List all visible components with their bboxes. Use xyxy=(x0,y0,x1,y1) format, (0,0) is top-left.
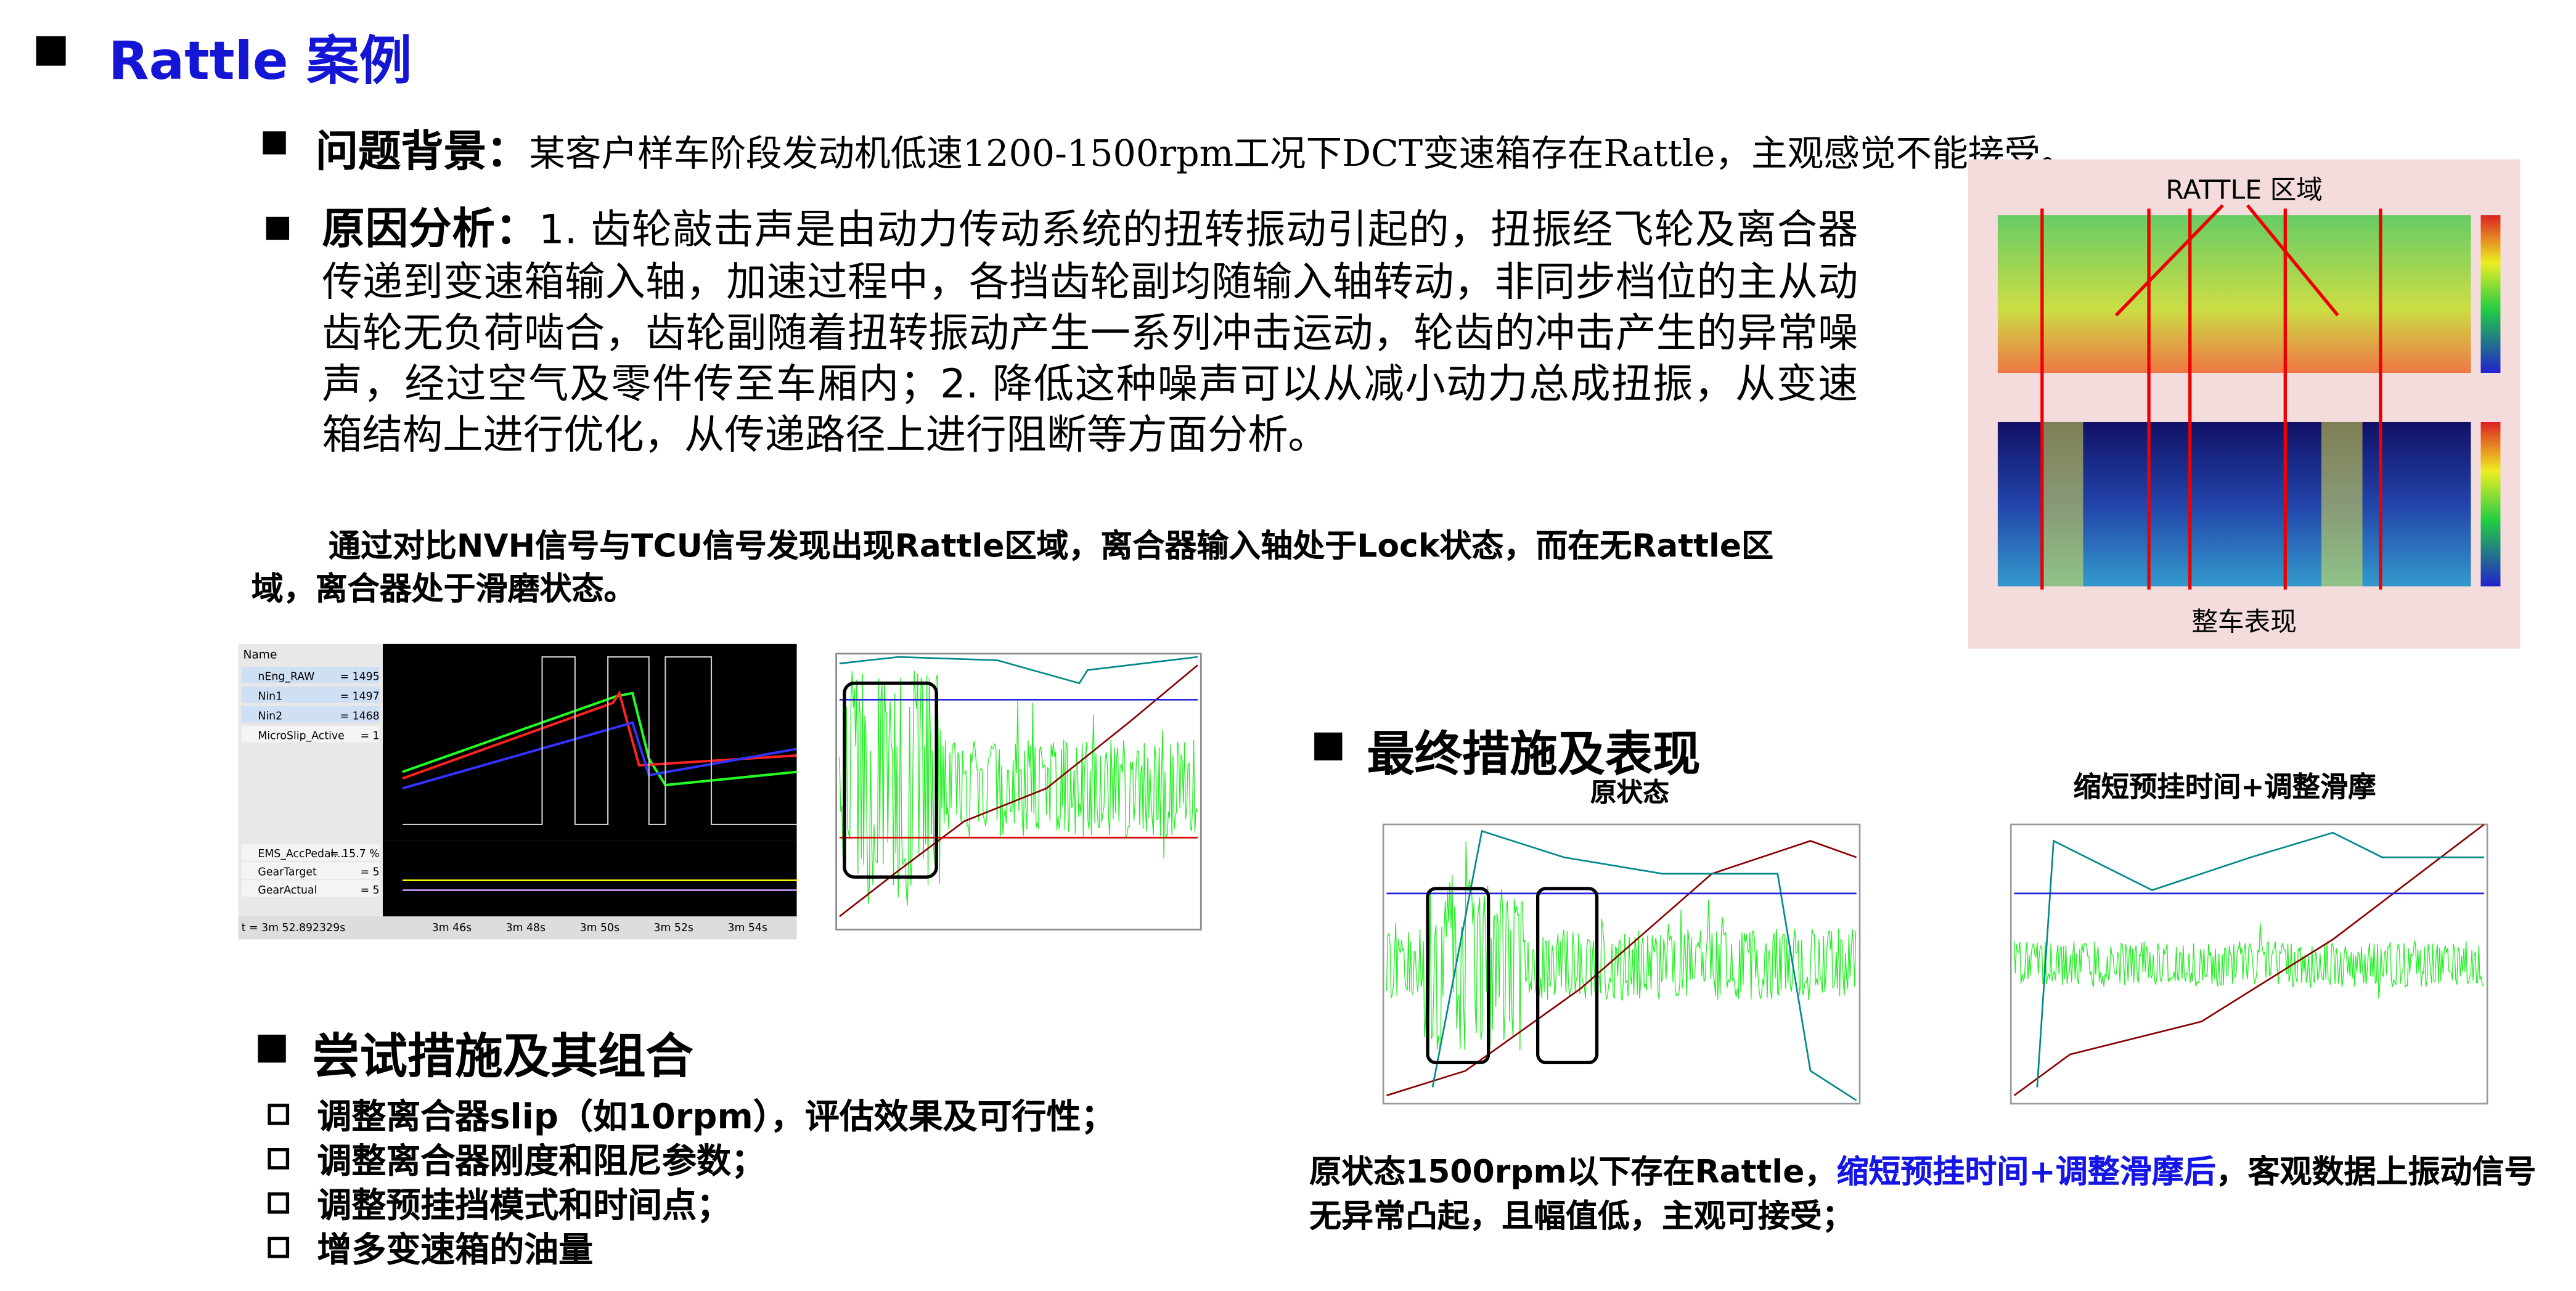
hollow-bullet xyxy=(268,1147,290,1170)
channel-name: Nin2 xyxy=(258,710,282,722)
finding: 通过对比NVH信号与TCU信号发现出现Rattle区域，离合器输入轴处于Lock… xyxy=(251,527,1774,608)
channel-name: nEng_RAW xyxy=(258,670,314,683)
bullet xyxy=(263,131,286,155)
highlight: 缩短预挂时间+调整滑摩后 xyxy=(1836,1152,2216,1191)
time-tick: 3m 50s xyxy=(580,922,619,934)
channel-row xyxy=(241,726,380,743)
attempt-item: 调整预挂挡模式和时间点； xyxy=(317,1186,732,1226)
conclusion: 原状态1500rpm以下存在Rattle，缩短预挂时间+调整滑摩后，客观数据上振… xyxy=(1309,1150,2558,1239)
bullet xyxy=(258,1035,286,1063)
rattle-band xyxy=(2042,422,2083,587)
channel-row xyxy=(241,862,380,879)
hollow-bullet xyxy=(268,1236,290,1258)
text: 某客户样车阶段发动机低速1200-1500rpm工况下DCT变速箱存在Rattl… xyxy=(529,134,2077,176)
attempt-item: 调整离合器slip（如10rpm），评估效果及可行性； xyxy=(317,1097,1116,1137)
channel-value: = 5 xyxy=(361,884,380,897)
screenshot-trace xyxy=(835,653,1202,931)
markers xyxy=(2040,204,2382,590)
trace xyxy=(2013,823,2485,1096)
spectrum-panel xyxy=(1997,215,2471,373)
vibration-signal xyxy=(839,670,1198,906)
trace xyxy=(402,721,797,790)
channel-name: EMS_AccPedal... xyxy=(258,848,344,860)
channel-value: = 1468 xyxy=(340,710,380,722)
trace xyxy=(2013,923,2484,999)
highlight-box xyxy=(843,682,938,879)
plot-area xyxy=(2010,823,2488,1105)
text: 1. 齿轮敲击声是由动力传动系统的扭转振动引起的，扭振经飞轮及离合器传递到变速箱… xyxy=(322,205,1858,458)
trace xyxy=(402,656,797,825)
channel-value: = 15.7 % xyxy=(330,848,380,860)
bullet xyxy=(1314,732,1343,760)
time-readout: t = 3m 52.892329s xyxy=(242,922,345,934)
trace xyxy=(402,691,797,787)
channel-list: nEng_RAW = 1495 Nin1 = 1497 Nin2 = 1468 MicroS… xyxy=(241,667,767,934)
trace xyxy=(2036,831,2484,1088)
plot-area xyxy=(382,841,797,917)
cause: 原因分析：1. 齿轮敲击声是由动力传动系统的扭转振动引起的，扭振经飞轮及离合器传… xyxy=(322,203,1858,460)
channel-name: Nin1 xyxy=(258,690,282,703)
background: 问题背景：某客户样车阶段发动机低速1200-1500rpm工况下DCT变速箱存在… xyxy=(316,118,2077,179)
channel-value: = 1497 xyxy=(340,690,380,703)
bullet xyxy=(266,216,290,240)
time-tick: 3m 46s xyxy=(432,922,472,934)
trace xyxy=(1386,841,1857,1051)
highlight-box xyxy=(1426,887,1490,1065)
spectrogram: RATTLE 区域 整车表现 xyxy=(1968,159,2521,649)
name-header: Name xyxy=(243,649,277,662)
final-heading: 最终措施及表现 xyxy=(1367,726,1701,782)
channel-row xyxy=(241,844,380,861)
highlight-box xyxy=(1535,887,1599,1065)
before-label: 原状态 xyxy=(1590,776,1669,808)
trace xyxy=(839,670,1198,906)
label: 问题背景： xyxy=(315,128,530,177)
frame xyxy=(1968,589,2521,649)
title: Rattle 案例 xyxy=(108,29,412,92)
label: 整车表现 xyxy=(2191,606,2296,637)
hollow-bullet xyxy=(268,1104,290,1125)
channel-name: GearActual xyxy=(258,884,317,897)
after-label: 缩短预挂时间+调整滑摩 xyxy=(2073,772,2376,805)
time-tick: 3m 48s xyxy=(506,922,546,934)
attempt-item: 增多变速箱的油量 xyxy=(317,1230,594,1270)
time-tick: 3m 54s xyxy=(727,922,767,934)
color-bar xyxy=(2480,422,2501,587)
channel-value: = 1495 xyxy=(340,670,380,683)
vibration-signal xyxy=(1386,841,1857,1051)
trace xyxy=(1431,829,1857,1101)
screenshot-trace: Name nEng_RAW = 1495 Nin1 = 1497 Nin2 = 1468 M… xyxy=(238,643,797,940)
rattle-band xyxy=(2321,422,2363,587)
before-trace xyxy=(1382,823,1861,1105)
plot-area xyxy=(382,643,797,841)
attempts-heading: 尝试措施及其组合 xyxy=(312,1028,693,1085)
label: RATTLE 区域 xyxy=(2165,174,2323,205)
channel-row xyxy=(241,686,380,703)
attempt-item: 调整离合器刚度和阻尼参数； xyxy=(317,1141,766,1181)
channel-row xyxy=(241,880,380,897)
channel-value: = 5 xyxy=(361,866,380,879)
label: 原因分析： xyxy=(322,205,539,255)
channel-name: MicroSlip_Active xyxy=(258,730,344,742)
bullet xyxy=(36,36,66,66)
trace xyxy=(1386,840,1857,1096)
color-bar xyxy=(2480,215,2501,373)
text: ，客观数据上振动信号无异常凸起，且幅值低，主观可接受； xyxy=(1309,1152,2537,1236)
channel-row xyxy=(241,706,380,723)
time-bar xyxy=(238,916,797,940)
channel-name: GearTarget xyxy=(258,866,317,879)
channel-row xyxy=(241,667,380,683)
channel-value: = 1 xyxy=(361,730,380,742)
hollow-bullet xyxy=(268,1192,290,1214)
trace xyxy=(839,656,1198,685)
text: 原状态1500rpm以下存在Rattle， xyxy=(1309,1152,1837,1191)
after-trace xyxy=(2010,823,2488,1105)
time-tick: 3m 52s xyxy=(654,922,693,934)
vibration-signal xyxy=(2013,923,2484,999)
